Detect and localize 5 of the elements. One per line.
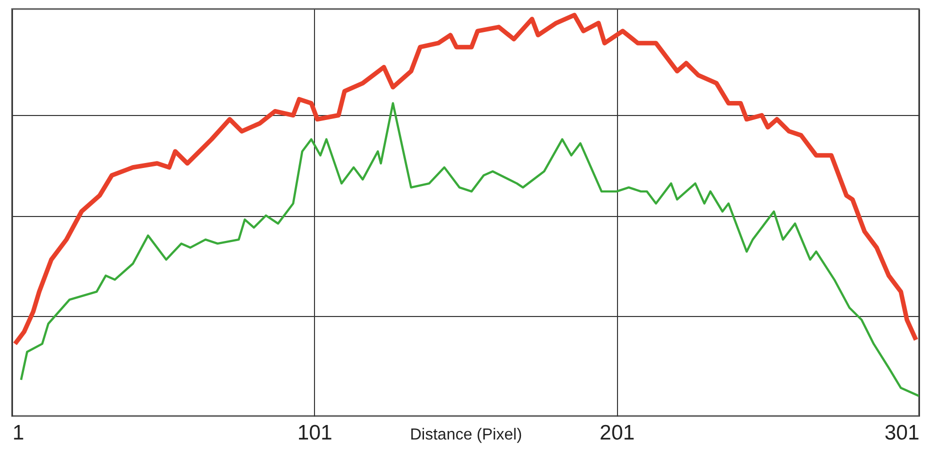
x-tick-label: 301 <box>884 422 920 444</box>
x-tick-label: 1 <box>12 422 24 444</box>
x-tick-label: 201 <box>600 422 635 444</box>
x-axis-title: Distance (Pixel) <box>410 426 522 444</box>
x-tick-label: 101 <box>297 422 332 444</box>
